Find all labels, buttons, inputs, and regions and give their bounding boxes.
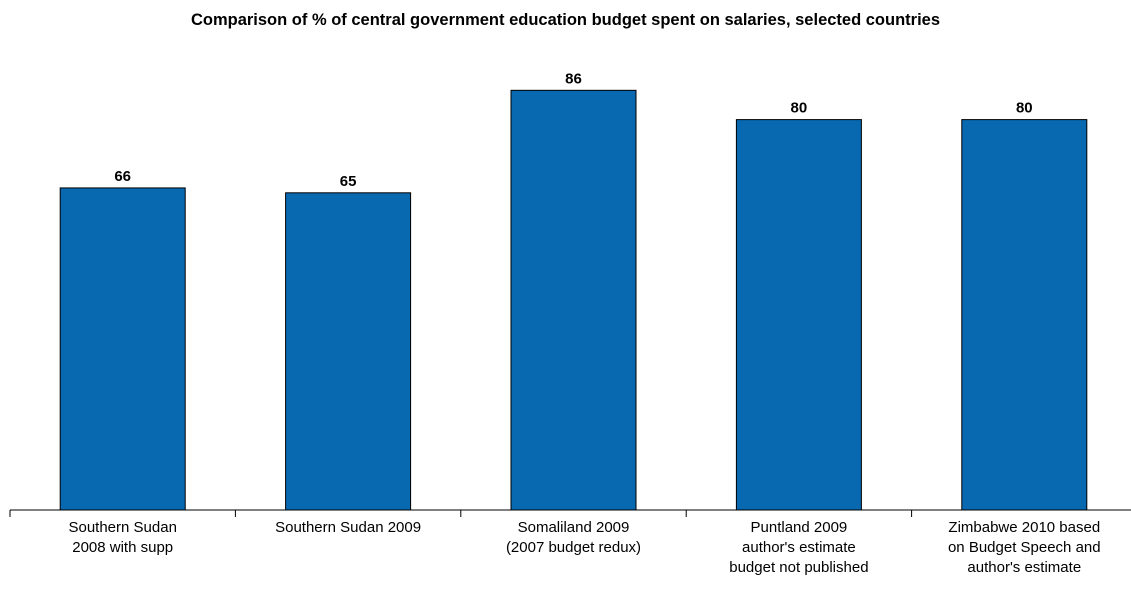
x-tick-label-5: Zimbabwe 2010 based on Budget Speech and a…: [948, 519, 1101, 576]
bar-1: [59, 187, 186, 511]
data-label-1: 66: [114, 168, 131, 185]
data-label-4: 80: [791, 100, 808, 117]
x-tick-label-4: Puntland 2009 author's estimate budget not…: [729, 519, 868, 576]
x-tick-label-1: Southern Sudan 2008 with supp: [68, 519, 176, 556]
x-tick-label-2: Southern Sudan 2009: [275, 519, 421, 536]
bar-3: [510, 89, 637, 511]
x-tick-label-3: Somaliland 2009 (2007 budget redux): [506, 519, 641, 556]
chart-title: Comparison of % of central government ed…: [190, 11, 941, 29]
bar-5: [961, 119, 1088, 511]
data-label-3: 86: [565, 70, 582, 87]
data-label-2: 65: [340, 173, 357, 190]
bar-4: [735, 119, 862, 511]
bar-2: [285, 192, 412, 511]
data-label-5: 80: [1016, 100, 1033, 117]
